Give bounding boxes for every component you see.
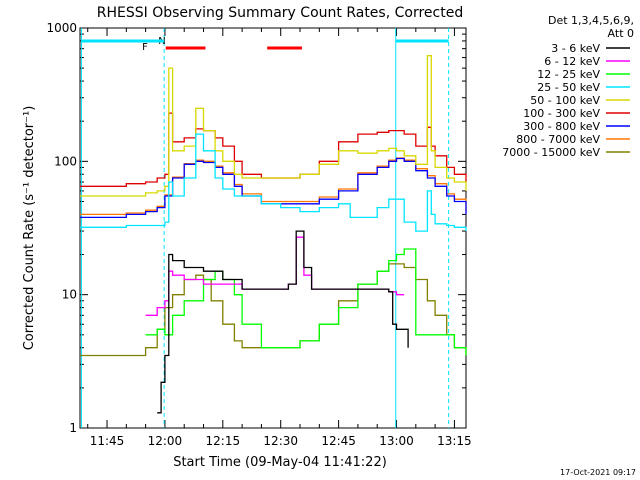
legend-label: 25 - 50 keV	[537, 81, 600, 94]
x-tick-label: 11:45	[90, 434, 125, 448]
series-line	[80, 157, 467, 219]
x-tick-label: 12:30	[263, 434, 298, 448]
legend-header-line-2: Att 0	[608, 27, 634, 40]
attenuator-markers	[81, 28, 450, 428]
series-line	[80, 133, 467, 232]
y-axis: 1 10 100 1000	[46, 21, 466, 435]
x-tick-label: 12:45	[321, 434, 356, 448]
series-lines	[80, 55, 467, 414]
series-line	[157, 230, 409, 414]
y-tick-label: 100	[54, 154, 77, 168]
y-tick-label: 10	[62, 288, 77, 302]
legend-label: 12 - 25 keV	[537, 68, 600, 81]
flag-bars: F N	[81, 36, 449, 53]
legend-label: 800 - 7000 keV	[516, 133, 600, 146]
legend-label: 3 - 6 keV	[551, 42, 600, 55]
legend-label: 100 - 300 keV	[523, 107, 600, 120]
legend-label: 50 - 100 keV	[530, 94, 600, 107]
flare-flag-label: F	[142, 42, 148, 53]
x-tick-label: 12:15	[206, 434, 241, 448]
plot-area	[79, 27, 467, 429]
series-line	[80, 55, 467, 197]
legend-label: 300 - 800 keV	[523, 120, 600, 133]
y-tick-label: 1000	[46, 21, 77, 35]
series-line	[80, 157, 467, 216]
x-tick-label: 12:00	[148, 434, 183, 448]
x-axis-label: Start Time (09-May-04 11:41:22)	[173, 455, 387, 470]
x-tick-label: 13:00	[379, 434, 414, 448]
y-axis-label: Corrected Count Rate (s⁻¹ detector⁻¹)	[22, 106, 37, 351]
legend-label: 6 - 12 keV	[544, 55, 600, 68]
legend-header-line-1: Det 1,3,4,5,6,9,	[548, 14, 634, 27]
series-line	[145, 248, 467, 356]
y-tick-label: 1	[69, 421, 77, 435]
plot-frame	[79, 27, 467, 429]
timestamp: 17-Oct-2021 09:17	[560, 468, 636, 477]
legend-label: 7000 - 15000 keV	[502, 146, 600, 159]
x-axis: 11:45 12:00 12:15 12:30 12:45 13:00 13:15	[87, 28, 472, 448]
x-tick-label: 13:15	[437, 434, 472, 448]
chart-title: RHESSI Observing Summary Count Rates, Co…	[97, 5, 463, 21]
series-line	[80, 112, 467, 187]
